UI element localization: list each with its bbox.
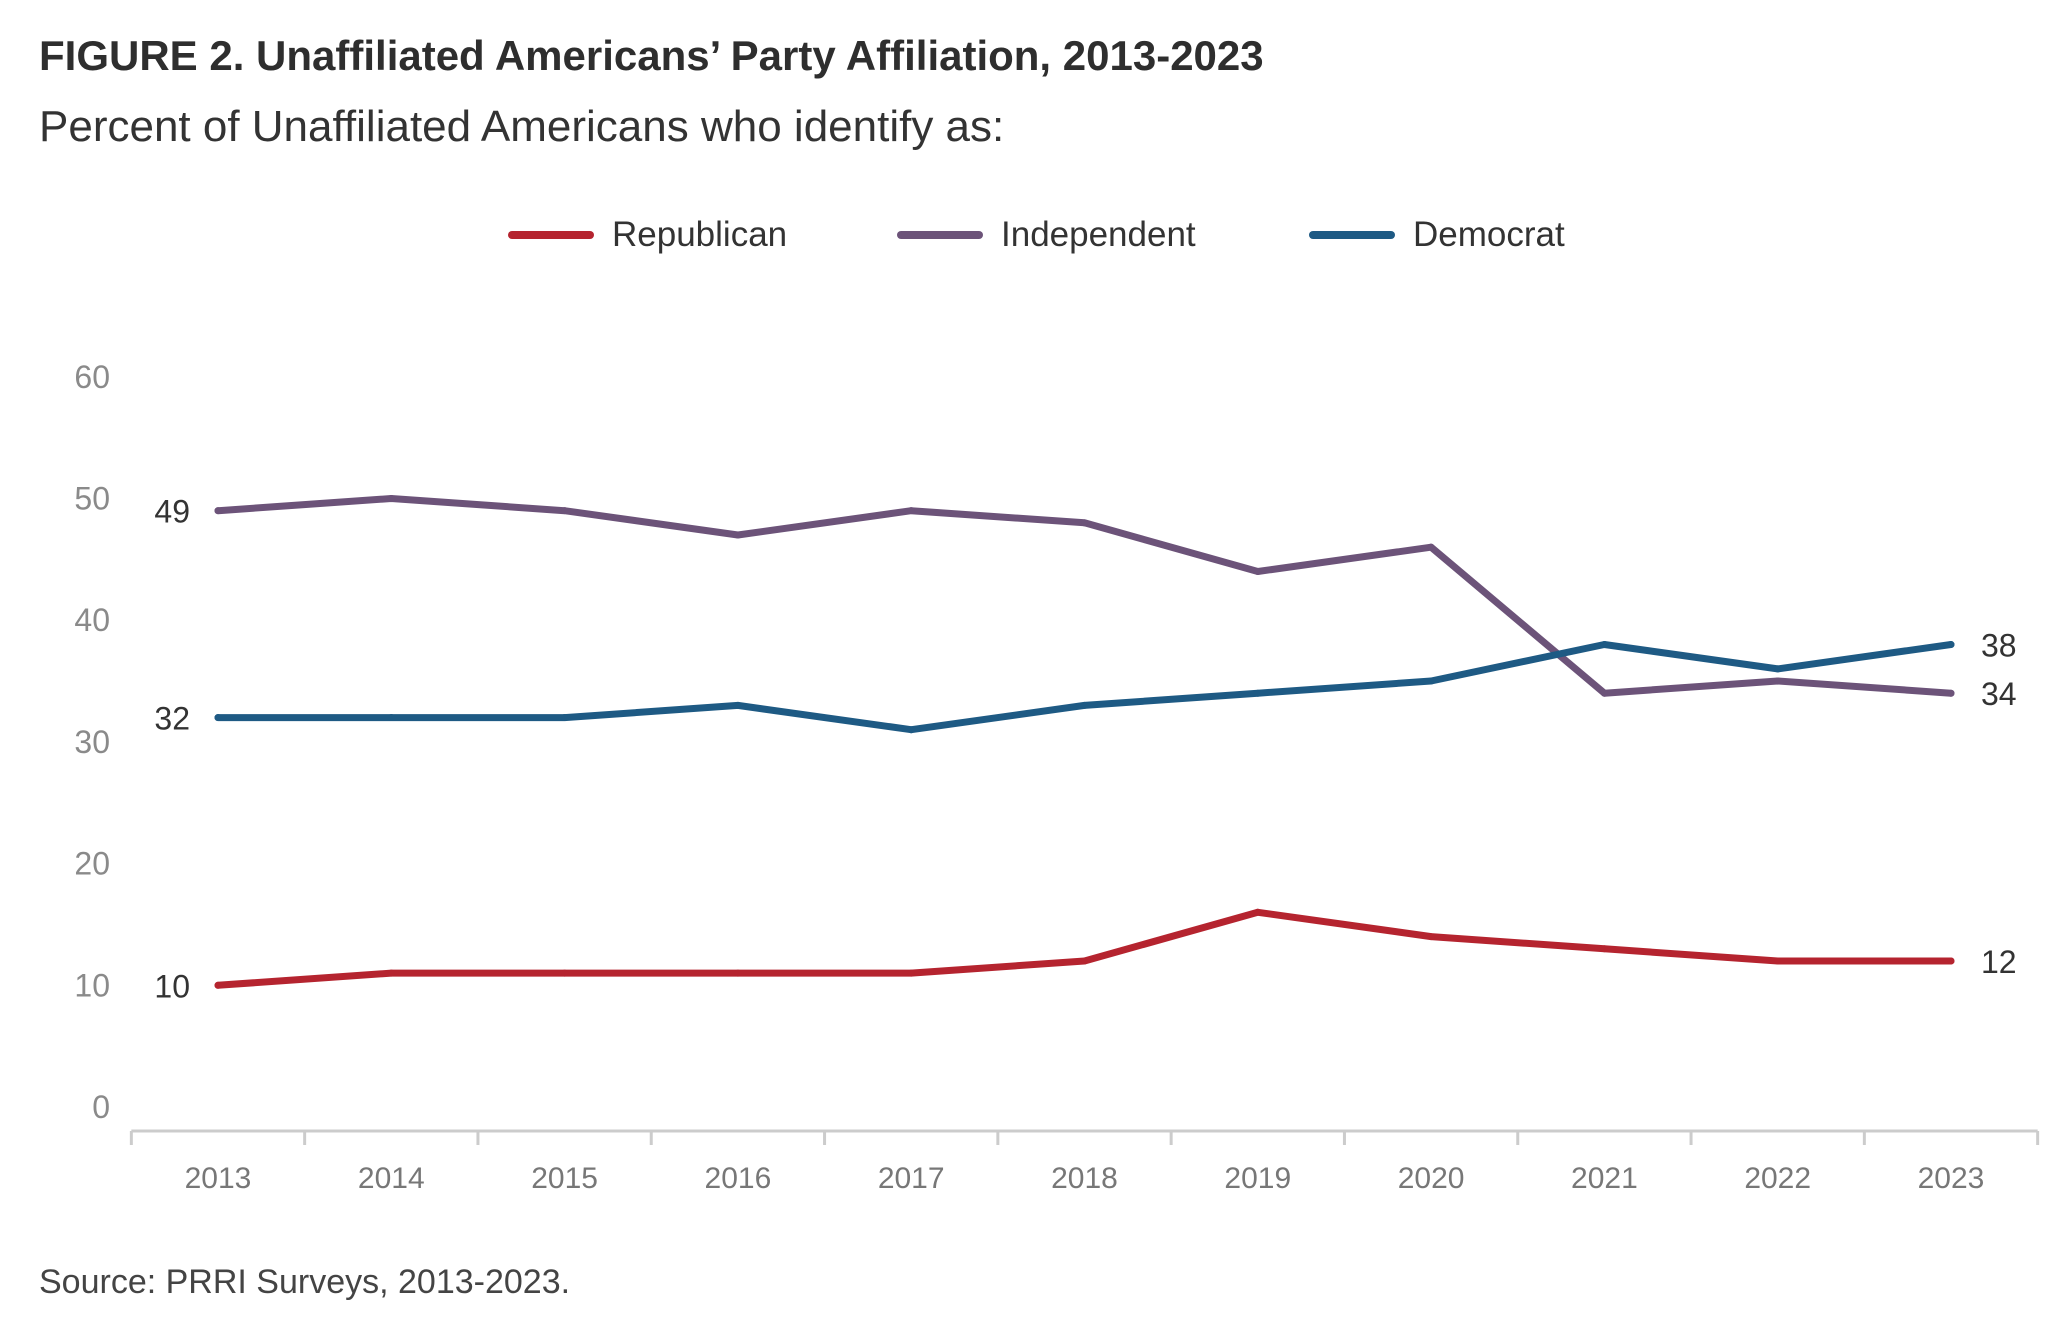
chart-subtitle: Percent of Unaffiliated Americans who id… [39, 102, 1005, 151]
data-point-democrat-2013 [214, 714, 222, 722]
y-tick-label-0: 0 [92, 1089, 110, 1125]
x-tick-label-2021: 2021 [1571, 1162, 1638, 1195]
data-point-democrat-2015 [561, 714, 569, 722]
legend-item-republican: Republican [508, 205, 787, 265]
x-tick-label-2015: 2015 [531, 1162, 598, 1195]
x-tick-label-2016: 2016 [705, 1162, 772, 1195]
data-point-democrat-2020 [1427, 677, 1435, 685]
end-value-label-democrat: 38 [1981, 628, 2017, 664]
y-tick-label-10: 10 [74, 967, 110, 1003]
legend-swatch-democrat [1309, 231, 1395, 239]
legend-label-republican: Republican [612, 215, 788, 254]
data-point-democrat-2014 [387, 714, 395, 722]
legend-item-independent: Independent [897, 205, 1196, 265]
data-point-republican-2021 [1600, 945, 1608, 953]
x-axis: 2013 2014 2015 2016 2017 2018 2019 2020 2021 2022… [129, 1129, 2040, 1195]
data-point-independent-2019 [1254, 568, 1262, 576]
start-value-label-democrat: 32 [154, 701, 190, 737]
legend-label-democrat: Democrat [1413, 215, 1565, 254]
value-labels: 10 12 49 34 32 38 [154, 494, 2016, 1005]
x-tick-label-2023: 2023 [1918, 1162, 1985, 1195]
data-point-republican-2017 [907, 969, 915, 977]
data-point-independent-2015 [561, 507, 569, 515]
data-point-independent-2016 [734, 531, 742, 539]
data-point-independent-2014 [387, 495, 395, 502]
x-tick-label-2022: 2022 [1744, 1162, 1811, 1195]
chart-title: FIGURE 2. Unaffiliated Americans’ Party … [39, 32, 1264, 79]
data-point-republican-2022 [1774, 957, 1782, 965]
end-value-label-republican: 12 [1981, 944, 2017, 980]
series-line-republican [214, 908, 1955, 989]
data-point-independent-2013 [214, 507, 222, 515]
y-tick-label-60: 60 [74, 359, 110, 395]
x-tick-label-2019: 2019 [1224, 1162, 1291, 1195]
data-point-democrat-2022 [1774, 665, 1782, 673]
y-axis: 0 10 20 30 40 50 60 [74, 359, 110, 1125]
x-tick-label-2014: 2014 [358, 1162, 425, 1195]
x-tick-label-2017: 2017 [878, 1162, 945, 1195]
data-point-democrat-2021 [1600, 641, 1608, 649]
data-point-democrat-2019 [1254, 689, 1262, 697]
start-value-label-independent: 49 [154, 494, 190, 530]
data-point-independent-2020 [1427, 543, 1435, 551]
series-line-independent [214, 495, 1955, 697]
data-point-democrat-2016 [734, 701, 742, 709]
data-point-independent-2021 [1600, 689, 1608, 697]
y-tick-label-20: 20 [74, 846, 110, 882]
source-note: Source: PRRI Surveys, 2013-2023. [39, 1263, 571, 1301]
data-point-republican-2023 [1947, 957, 1955, 965]
data-point-democrat-2023 [1947, 641, 1955, 649]
legend: Republican Independent Democrat [0, 205, 2064, 265]
data-point-independent-2018 [1081, 519, 1088, 527]
end-value-label-independent: 34 [1981, 676, 2017, 712]
y-tick-label-50: 50 [74, 481, 110, 517]
data-point-republican-2013 [214, 981, 222, 989]
data-point-republican-2018 [1081, 957, 1088, 965]
data-point-republican-2020 [1427, 933, 1435, 941]
x-tick-label-2018: 2018 [1051, 1162, 1118, 1195]
legend-label-independent: Independent [1001, 215, 1196, 254]
data-point-republican-2016 [734, 969, 742, 977]
start-value-label-republican: 10 [154, 968, 190, 1004]
x-tick-label-2020: 2020 [1398, 1162, 1465, 1195]
data-point-independent-2022 [1774, 677, 1782, 685]
data-point-independent-2023 [1947, 689, 1955, 697]
legend-swatch-independent [897, 231, 983, 239]
series-lines [214, 495, 1955, 989]
legend-swatch-republican [508, 231, 594, 239]
data-point-independent-2017 [907, 507, 915, 515]
data-point-republican-2015 [561, 969, 569, 977]
x-tick-label-2013: 2013 [185, 1162, 252, 1195]
y-tick-label-30: 30 [74, 724, 110, 760]
data-point-republican-2019 [1254, 908, 1262, 916]
data-point-democrat-2017 [907, 726, 915, 734]
legend-item-democrat: Democrat [1309, 205, 1565, 265]
y-tick-label-40: 40 [74, 602, 110, 638]
data-point-democrat-2018 [1081, 701, 1088, 709]
data-point-republican-2014 [387, 969, 395, 977]
